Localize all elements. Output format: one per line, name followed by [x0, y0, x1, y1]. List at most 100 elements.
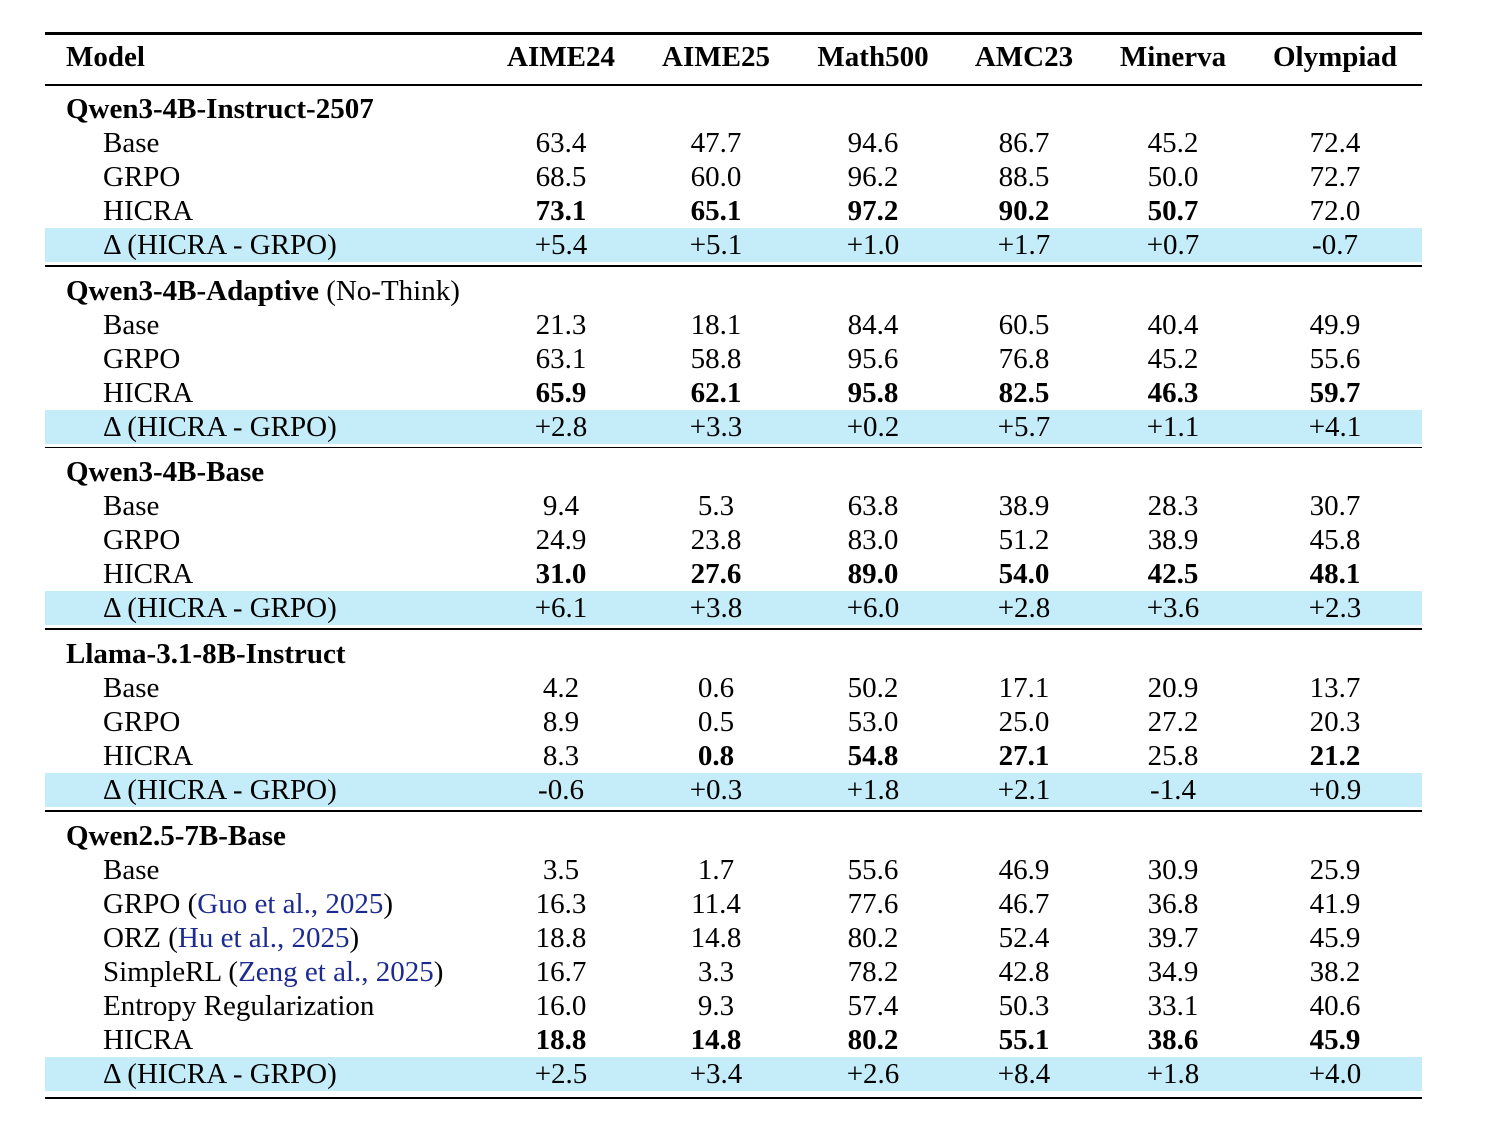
- group-title-name: Qwen3-4B-Adaptive: [66, 274, 319, 307]
- group-rule: [45, 810, 1422, 812]
- value-cell: 16.3: [535, 887, 587, 920]
- citation-link[interactable]: Zeng et al., 2025: [238, 955, 434, 988]
- value-cell: +1.0: [846, 229, 900, 261]
- table-row: HICRA 18.8 14.8 80.2 55.1 38.6 45.9: [45, 1023, 1422, 1057]
- value-cell: +0.3: [689, 774, 743, 807]
- header-row: Model AIME24 AIME25 Math500 AMC23 Minerva Olym…: [45, 40, 1422, 74]
- value-cell: +0.9: [1308, 774, 1362, 807]
- value-cell: 95.6: [847, 342, 899, 375]
- value-cell: +1.7: [997, 229, 1051, 261]
- value-cell: 4.2: [542, 672, 580, 705]
- row-label-text: Base: [103, 672, 160, 705]
- table-row: HICRA 8.3 0.8 54.8 27.1 25.8 21.2: [45, 739, 1422, 773]
- value-cell: 97.2: [847, 195, 899, 227]
- value-cell: 18.8: [535, 921, 587, 954]
- row-label: GRPO: [103, 523, 180, 557]
- value-cell: 57.4: [847, 989, 899, 1022]
- value-cell: +1.8: [846, 774, 900, 807]
- value-cell: 45.8: [1309, 524, 1361, 557]
- value-cell: 42.5: [1147, 558, 1199, 591]
- header-col-amc23: AMC23: [974, 41, 1074, 73]
- value-cell: 51.2: [998, 524, 1050, 557]
- row-label: Δ (HICRA - GRPO): [103, 773, 337, 807]
- header-col-aime25: AIME25: [662, 41, 770, 73]
- header-col-math500: Math500: [817, 41, 929, 73]
- row-label: SimpleRL (Zeng et al., 2025): [103, 955, 444, 988]
- row-label-text: Δ (HICRA - GRPO): [103, 592, 337, 625]
- value-cell: 45.2: [1147, 127, 1199, 159]
- value-cell: 60.5: [998, 308, 1050, 341]
- value-cell: 46.9: [998, 853, 1050, 886]
- row-label-text: GRPO: [103, 524, 181, 557]
- value-cell: 55.6: [1309, 342, 1361, 375]
- table-row: GRPO 8.9 0.5 53.0 25.0 27.2 20.3: [45, 705, 1422, 739]
- value-cell: 96.2: [847, 161, 899, 193]
- row-label-text: GRPO: [103, 342, 181, 375]
- value-cell: +2.8: [997, 592, 1051, 625]
- citation-link[interactable]: Hu et al., 2025: [177, 921, 350, 954]
- value-cell: 25.0: [998, 706, 1050, 739]
- group-title: Qwen3-4B-Base: [66, 455, 264, 489]
- header-rule: [45, 84, 1422, 86]
- group-title-row: Qwen3-4B-Base: [45, 455, 1422, 489]
- citation-link[interactable]: Guo et al., 2025: [197, 887, 384, 920]
- value-cell: 62.1: [690, 376, 742, 409]
- value-cell: +0.7: [1146, 229, 1200, 261]
- group-title-name: Qwen3-4B-Base: [66, 456, 265, 489]
- row-label-text: GRPO: [103, 887, 181, 920]
- table-row: GRPO 24.9 23.8 83.0 51.2 38.9 45.8: [45, 523, 1422, 557]
- table-row: SimpleRL (Zeng et al., 2025) 16.7 3.3 78.2 4…: [45, 955, 1422, 989]
- value-cell: +2.3: [1308, 592, 1362, 625]
- delta-row: Δ (HICRA - GRPO) -0.6 +0.3 +1.8 +2.1 -1.4 +0.9: [45, 773, 1422, 808]
- row-label-text: Base: [103, 308, 160, 341]
- value-cell: 36.8: [1147, 887, 1199, 920]
- group-title-row: Qwen2.5-7B-Base: [45, 819, 1422, 853]
- value-cell: 49.9: [1309, 308, 1361, 341]
- value-cell: 38.2: [1309, 955, 1361, 988]
- value-cell: 68.5: [535, 161, 587, 193]
- value-cell: 21.2: [1309, 740, 1361, 773]
- value-cell: +2.5: [534, 1057, 588, 1090]
- value-cell: 27.1: [998, 740, 1050, 773]
- group-title-row: Llama-3.1-8B-Instruct: [45, 637, 1422, 671]
- value-cell: 27.2: [1147, 706, 1199, 739]
- value-cell: +3.3: [689, 410, 743, 443]
- value-cell: +4.0: [1308, 1057, 1362, 1090]
- value-cell: 31.0: [535, 558, 587, 591]
- value-cell: 16.7: [535, 955, 587, 988]
- value-cell: +3.4: [689, 1057, 743, 1090]
- value-cell: 82.5: [998, 376, 1050, 409]
- value-cell: 60.0: [690, 161, 742, 193]
- row-label: HICRA: [103, 739, 193, 773]
- group-title-row: Qwen3-4B-Adaptive (No-Think): [45, 274, 1422, 308]
- value-cell: +2.6: [846, 1057, 900, 1090]
- table-row: GRPO 68.5 60.0 96.2 88.5 50.0 72.7: [45, 160, 1422, 194]
- row-label: Base: [103, 671, 159, 705]
- value-cell: 73.1: [535, 195, 587, 227]
- table-row: HICRA 31.0 27.6 89.0 54.0 42.5 48.1: [45, 557, 1422, 591]
- row-label-text: ORZ: [103, 921, 161, 954]
- value-cell: +2.1: [997, 774, 1051, 807]
- delta-row: Δ (HICRA - GRPO) +2.8 +3.3 +0.2 +5.7 +1.1 +4.1: [45, 409, 1422, 444]
- value-cell: 72.7: [1309, 161, 1361, 193]
- value-cell: 21.3: [535, 308, 587, 341]
- value-cell: 18.8: [535, 1023, 587, 1056]
- group-title-name: Qwen2.5-7B-Base: [66, 819, 286, 852]
- value-cell: +3.8: [689, 592, 743, 625]
- group-rule: [45, 628, 1422, 630]
- value-cell: 41.9: [1309, 887, 1361, 920]
- table-row: ORZ (Hu et al., 2025) 18.8 14.8 80.2 52.4 39.…: [45, 921, 1422, 955]
- group-title-suffix: (No-Think): [318, 274, 460, 307]
- row-label-text: Δ (HICRA - GRPO): [103, 774, 337, 807]
- value-cell: 55.1: [998, 1023, 1050, 1056]
- table-row: Base 4.2 0.6 50.2 17.1 20.9 13.7: [45, 671, 1422, 705]
- value-cell: 94.6: [847, 127, 899, 159]
- row-label: Base: [103, 126, 159, 160]
- value-cell: 72.4: [1309, 127, 1361, 159]
- value-cell: 48.1: [1309, 558, 1361, 591]
- group-title: Qwen3-4B-Adaptive (No-Think): [66, 274, 460, 308]
- row-label-text: Base: [103, 127, 160, 159]
- value-cell: 11.4: [691, 887, 741, 920]
- value-cell: 0.8: [697, 740, 735, 773]
- row-label: HICRA: [103, 194, 193, 228]
